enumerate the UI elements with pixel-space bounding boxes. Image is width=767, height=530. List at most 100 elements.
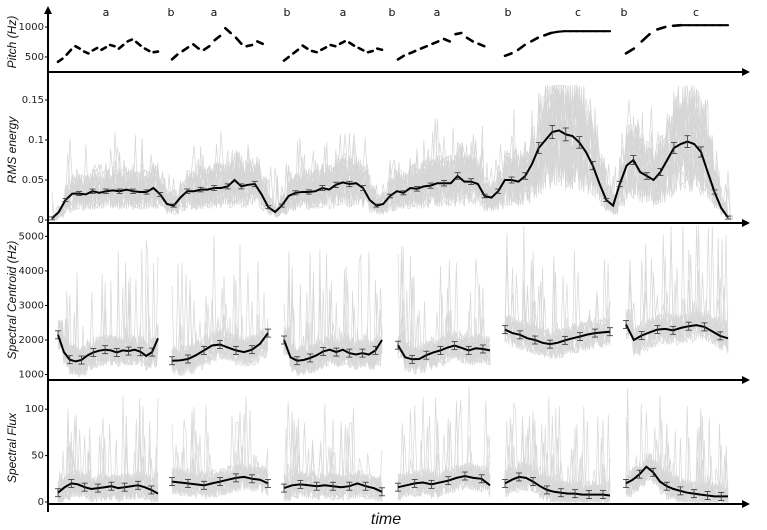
x-axis-label: time <box>371 511 401 528</box>
pitch-contour-mark <box>134 40 142 47</box>
mean-line <box>504 475 611 497</box>
pitch-contour-mark <box>516 43 526 52</box>
y-tick-label: 100 <box>25 404 44 415</box>
pitch-contour-mark <box>282 55 290 62</box>
pitch-contour-mark <box>477 42 486 48</box>
pitch-contour-mark <box>624 47 636 55</box>
y-tick-label: 1000 <box>19 370 44 381</box>
pitch-contour-mark <box>82 50 90 55</box>
mean-line <box>397 474 491 489</box>
pitch-contour-mark <box>396 54 406 61</box>
pitch-contour-mark <box>181 46 190 53</box>
rms-individual-trace <box>51 85 733 221</box>
individual-trace <box>397 309 491 374</box>
individual-trace <box>504 406 611 504</box>
pitch-contour-mark <box>529 36 540 43</box>
individual-trace <box>283 404 383 503</box>
y-tick-label: 0 <box>38 215 44 226</box>
individual-trace <box>504 460 611 503</box>
pitch-contour-mark <box>292 48 300 55</box>
y-tick-label: 0.1 <box>28 135 44 146</box>
pitch-contour-mark <box>656 25 667 31</box>
pitch-contour-mark <box>91 46 99 52</box>
individual-trace <box>625 234 729 353</box>
mean-line <box>57 334 159 363</box>
mean-line <box>625 465 728 498</box>
individual-trace <box>283 266 383 371</box>
y-tick-label: 0 <box>38 497 44 508</box>
pitch-contour-mark <box>117 43 125 50</box>
segment-label: c <box>693 6 699 19</box>
pitch-contour-mark <box>376 47 384 52</box>
pitch-contour-mark <box>56 57 64 64</box>
individual-trace <box>397 385 491 500</box>
y-tick-label: 1000 <box>19 22 44 33</box>
individual-trace <box>397 468 491 501</box>
pitch-contour-mark <box>320 46 328 52</box>
pitch-contour-mark <box>549 30 559 35</box>
pitch-contour-mark <box>310 49 318 54</box>
y-tick-label: 2000 <box>19 335 44 346</box>
segment-label: a <box>340 6 347 19</box>
segment-label: b <box>284 6 291 19</box>
individual-trace <box>57 248 159 373</box>
pitch-contour-mark <box>366 49 374 54</box>
pitch-contour-mark <box>442 37 452 43</box>
y-tick-label: 0.15 <box>22 95 44 106</box>
pitch-contour-mark <box>454 31 463 36</box>
mean-curves-layer <box>49 23 731 501</box>
segment-label: b <box>389 6 396 19</box>
pitch-contour-mark <box>143 47 151 53</box>
segment-label: c <box>575 6 581 19</box>
pitch-contour-mark <box>256 40 264 46</box>
pitch-contour-mark <box>74 44 82 50</box>
mean-line <box>283 339 383 362</box>
individual-trace <box>57 321 159 375</box>
pitch-contour-mark <box>234 36 243 46</box>
individual-trace <box>283 290 383 375</box>
segment-label: a <box>103 6 110 19</box>
pitch-contour-mark <box>192 43 200 50</box>
rms-y-axis-label: RMS energy <box>5 116 19 184</box>
individual-trace <box>625 430 729 503</box>
individual-trace <box>57 418 159 503</box>
pitch-contour-mark <box>408 49 417 55</box>
pitch-contour-mark <box>431 40 440 46</box>
pitch-contour-mark <box>348 41 356 47</box>
segment-label: b <box>168 6 175 19</box>
individual-trace <box>283 439 383 500</box>
mean-line <box>504 328 611 346</box>
pitch-y-axis-label: Pitch (Hz) <box>5 16 19 69</box>
pitch-contour-mark <box>108 43 116 48</box>
segment-label: a <box>211 6 218 19</box>
pitch-contour-mark <box>126 38 134 43</box>
mean-line <box>397 344 491 361</box>
y-tick-label: 0.05 <box>22 175 44 186</box>
mean-line <box>57 482 159 495</box>
pitch-contour-mark <box>465 36 475 43</box>
pitch-contour-mark <box>202 44 211 52</box>
pitch-contour-mark <box>357 46 365 52</box>
individual-trace <box>283 284 383 375</box>
individual-traces-layer <box>51 84 733 504</box>
individual-trace <box>283 470 383 502</box>
individual-trace <box>171 330 269 371</box>
individual-trace <box>283 279 383 375</box>
individual-trace <box>625 388 729 503</box>
individual-trace <box>171 424 269 501</box>
flux-y-axis-label: Spectral Flux <box>5 412 19 483</box>
pitch-contour-mark <box>338 40 346 46</box>
segment-label: b <box>505 6 512 19</box>
individual-trace <box>504 429 611 503</box>
individual-trace <box>625 228 729 351</box>
segment-label: b <box>621 6 628 19</box>
pitch-contour-mark <box>65 48 73 56</box>
pitch-contour-mark <box>152 50 160 54</box>
mean-line <box>625 324 729 342</box>
individual-trace <box>504 465 611 503</box>
centroid-y-axis-label: Spectral Centroid (Hz) <box>5 241 19 360</box>
pitch-contour-mark <box>213 34 222 42</box>
y-tick-label: 50 <box>31 451 44 462</box>
